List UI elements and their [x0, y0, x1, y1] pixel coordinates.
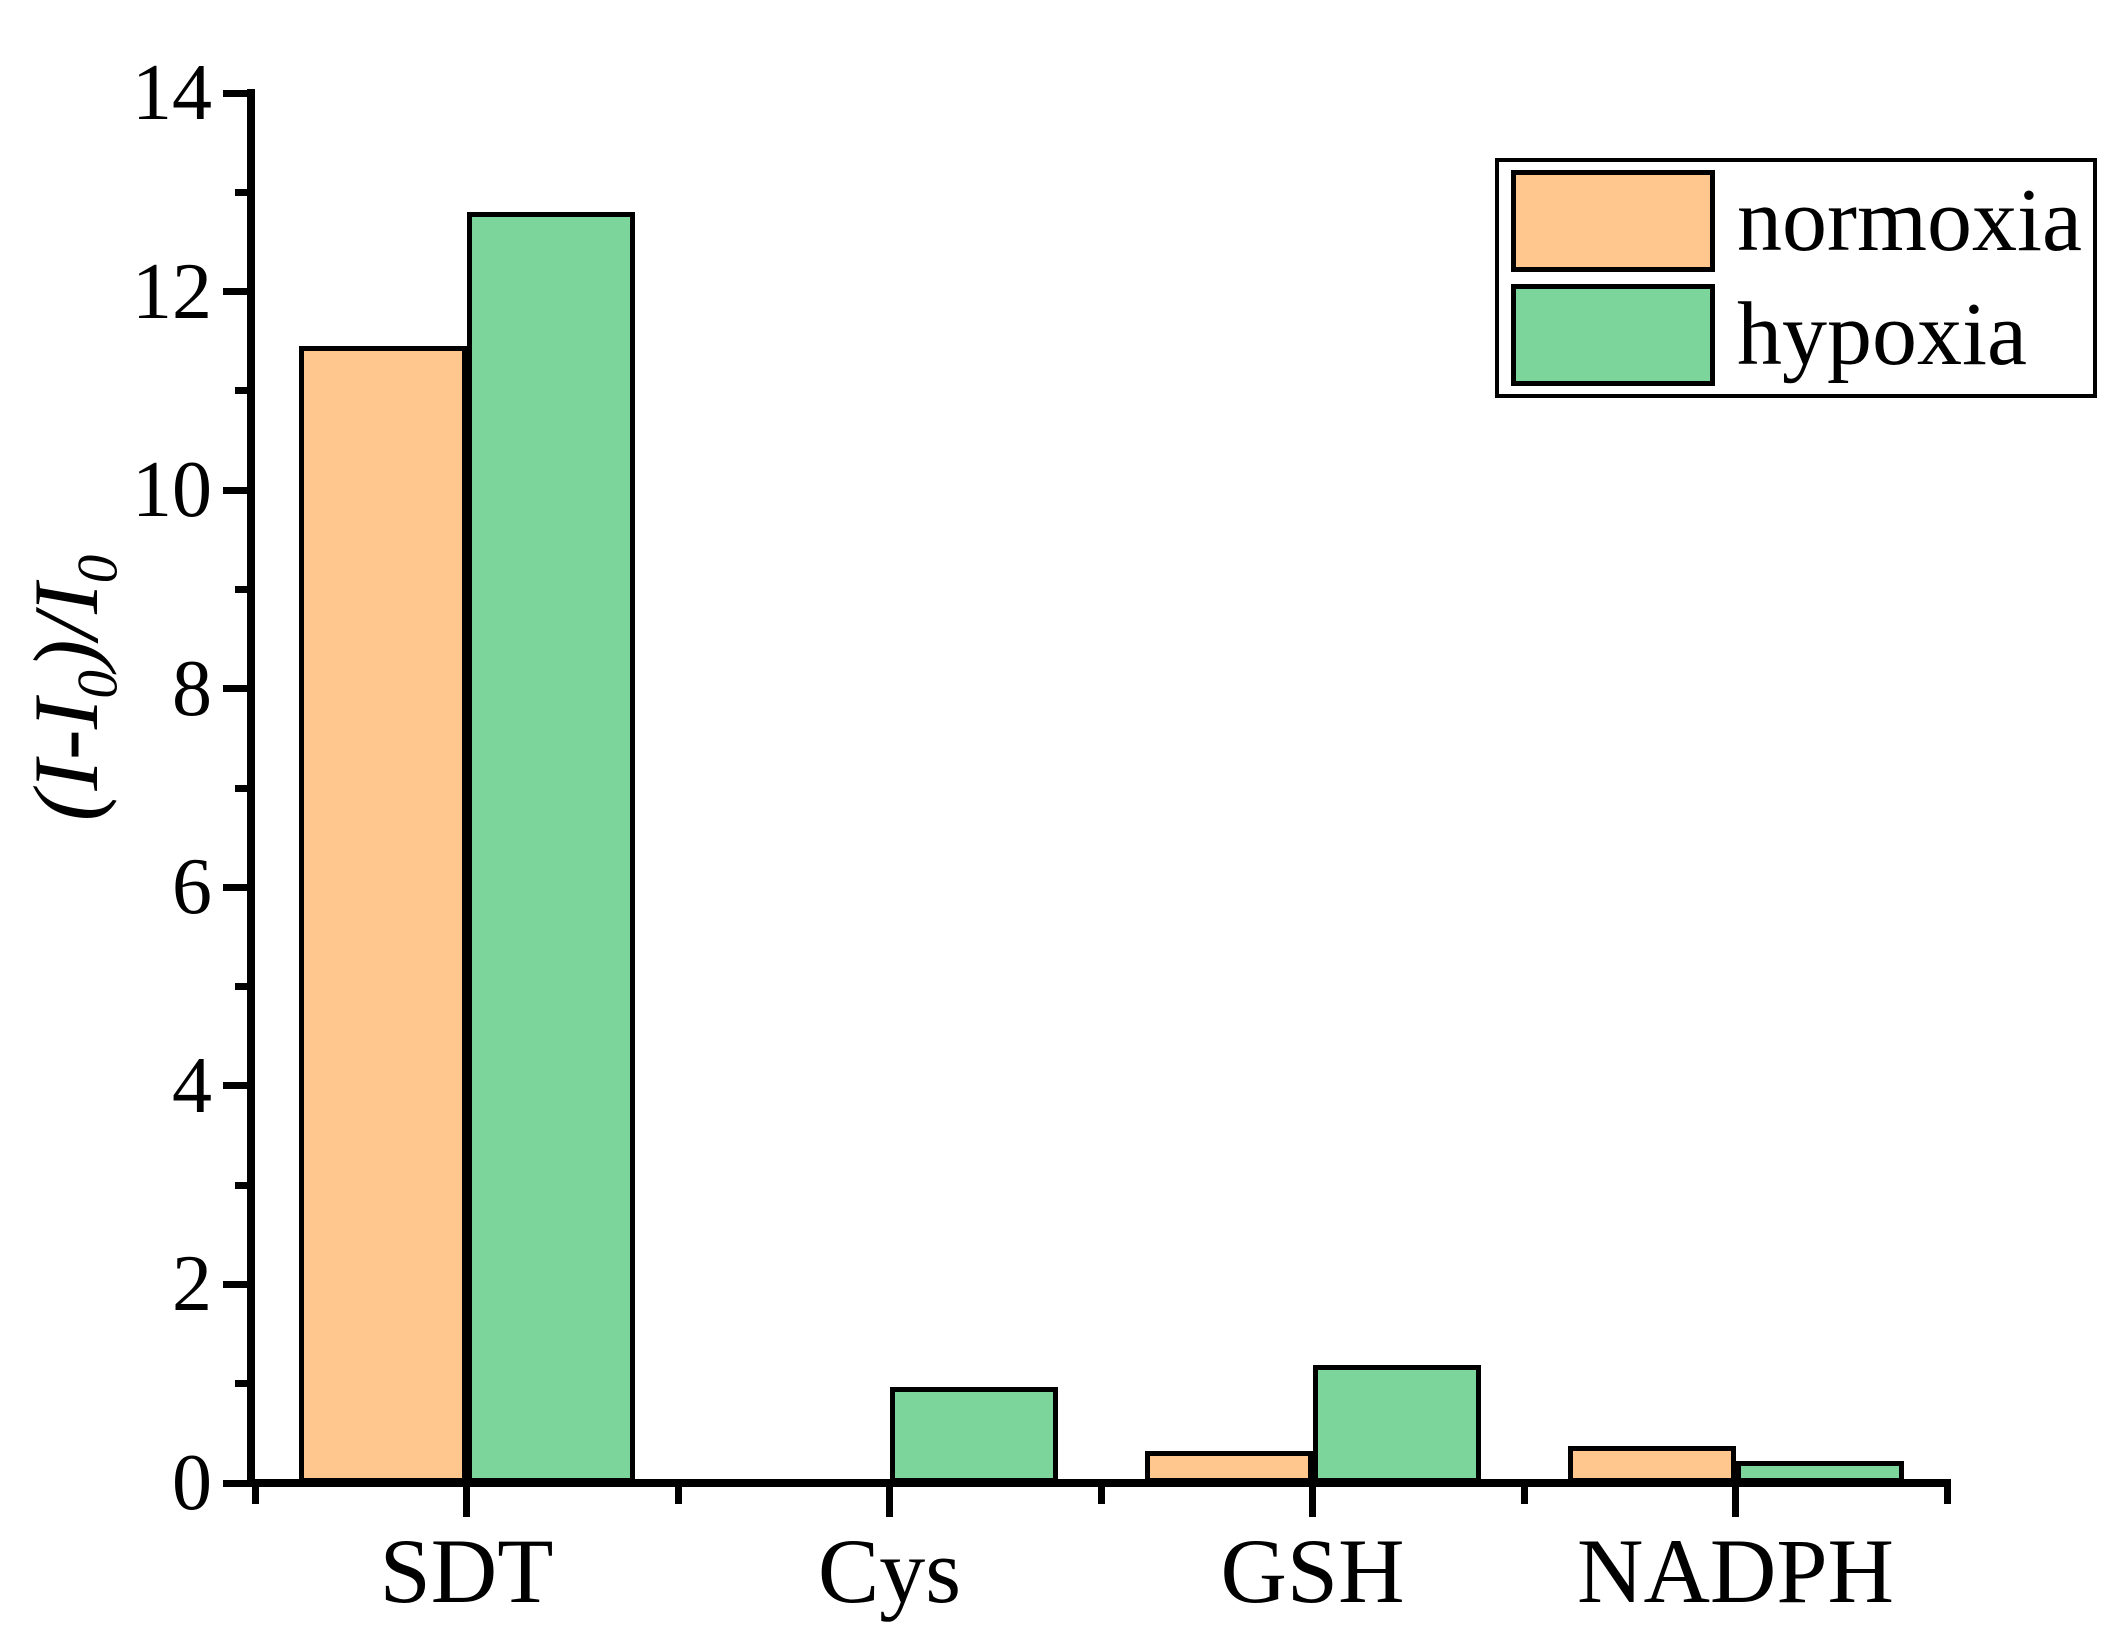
x-category-label: Cys [817, 1520, 962, 1622]
legend-label-hypoxia: hypoxia [1737, 285, 2027, 384]
y-axis-title-subscript: 0 [66, 554, 130, 584]
x-axis-minor-tick [674, 1487, 682, 1504]
y-axis-minor-tick [235, 1380, 251, 1388]
x-axis-major-tick [886, 1487, 893, 1517]
y-axis-line [247, 89, 255, 1487]
y-axis-major-tick [223, 288, 251, 296]
y-axis-tick-label: 12 [132, 247, 212, 336]
x-axis-minor-tick [1943, 1487, 1951, 1504]
y-axis-major-tick [223, 486, 251, 494]
y-axis-tick-label: 0 [172, 1439, 212, 1527]
x-category-label: GSH [1220, 1520, 1405, 1622]
bar-normoxia-sdt [298, 346, 467, 1483]
y-axis-major-tick [223, 1280, 251, 1288]
bar-hypoxia-gsh [1312, 1364, 1481, 1483]
legend-swatch-hypoxia [1511, 284, 1715, 386]
bar-normoxia-gsh [1144, 1451, 1313, 1483]
legend: normoxia hypoxia [1495, 158, 2097, 398]
y-axis-tick-label: 4 [172, 1041, 212, 1130]
x-category-label: SDT [379, 1520, 554, 1622]
y-axis-tick-label: 8 [172, 644, 212, 733]
legend-swatch-normoxia [1511, 170, 1715, 272]
x-category-label: NADPH [1577, 1520, 1894, 1622]
x-axis-major-tick [463, 1487, 470, 1517]
x-axis-minor-tick [1520, 1487, 1528, 1504]
x-axis-major-tick [1309, 1487, 1316, 1517]
x-axis-minor-tick [251, 1487, 259, 1504]
x-axis-minor-tick [1097, 1487, 1105, 1504]
y-axis-major-tick [223, 1479, 251, 1487]
y-axis-tick-label: 14 [132, 49, 212, 137]
legend-entry-normoxia: normoxia [1511, 170, 2093, 272]
y-axis-minor-tick [235, 188, 251, 196]
y-axis-minor-tick [235, 983, 251, 991]
bar-normoxia-nadph [1567, 1446, 1736, 1483]
y-axis-tick-label: 6 [172, 843, 212, 932]
y-axis-minor-tick [235, 387, 251, 395]
y-axis-major-tick [223, 685, 251, 693]
y-axis-minor-tick [235, 1181, 251, 1189]
bar-hypoxia-cys [889, 1386, 1058, 1483]
x-axis-major-tick [1732, 1487, 1739, 1517]
y-axis-major-tick [223, 1082, 251, 1090]
legend-entry-hypoxia: hypoxia [1511, 284, 2093, 386]
x-axis-line [247, 1479, 1951, 1487]
y-axis-major-tick [223, 883, 251, 891]
y-axis-tick-label: 2 [172, 1240, 212, 1329]
legend-label-normoxia: normoxia [1737, 171, 2082, 270]
y-axis-tick-label: 10 [132, 446, 212, 535]
y-axis-major-tick [223, 89, 251, 97]
y-axis-minor-tick [235, 784, 251, 792]
y-axis-minor-tick [235, 585, 251, 593]
bar-hypoxia-sdt [466, 212, 635, 1483]
